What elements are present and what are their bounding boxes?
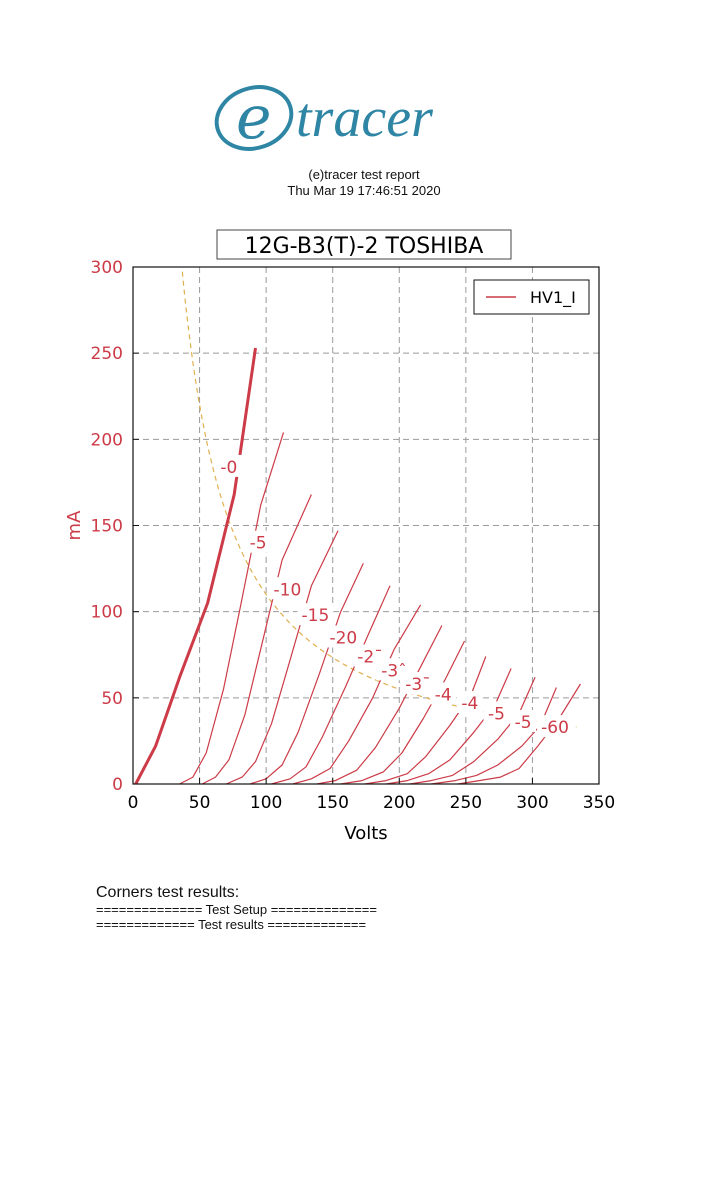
curve-label: -4 [435, 685, 452, 705]
y-tick-label: 150 [91, 517, 123, 537]
curve-label: -4 [461, 694, 478, 714]
series-line-bias-minus0 [134, 347, 257, 785]
y-axis-label: mA [64, 510, 85, 541]
series-line-bias-minus5 [179, 432, 285, 785]
x-tick-label: 100 [250, 793, 282, 813]
curve-label: -0 [220, 458, 237, 478]
x-axis-label: Volts [344, 823, 387, 844]
test-setup-line: ============== Test Setup ============== [96, 902, 377, 917]
curve-label-bg [399, 672, 436, 695]
report-title: (e)tracer test report [308, 167, 420, 182]
curve-label: -60 [541, 718, 569, 738]
curve-label-bg [269, 577, 306, 600]
series-line-bias-minus40 [340, 640, 466, 785]
results-title: Corners test results: [96, 884, 240, 901]
x-tick-label: 0 [128, 793, 139, 813]
x-tick-label: 150 [316, 793, 348, 813]
report-date: Thu Mar 19 17:46:51 2020 [287, 183, 441, 198]
curve-label-bg [215, 454, 242, 477]
curve-label-bg [456, 691, 483, 714]
series-line-bias-minus30 [292, 604, 422, 785]
logo-letter-e: e [236, 83, 272, 153]
series-line-bias-minus10 [201, 494, 312, 785]
y-tick-label: 0 [112, 775, 123, 795]
curve-label: -20 [329, 629, 357, 649]
curve-labels: -0-5-10-15-20-2¯-3ˆ-3¯-4 -4-5 -5 -60 [215, 454, 574, 738]
series-line-bias-minus25 [271, 585, 391, 785]
y-tick-label: 300 [91, 258, 123, 278]
y-tick-label: 200 [91, 430, 123, 450]
curve-label-bg [537, 715, 574, 738]
x-tick-label: 200 [383, 793, 415, 813]
logo-ellipse [214, 85, 294, 151]
curve-label: -5 [515, 713, 532, 733]
chart-title-box [216, 229, 512, 260]
chart-title: 12G-B3(T)-2 TOSHIBA [245, 234, 484, 259]
x-tick-label: 50 [189, 793, 211, 813]
y-tick-label: 100 [91, 603, 123, 623]
x-tick-label: 300 [516, 793, 548, 813]
curve-label: -15 [302, 606, 330, 626]
plate-curve-chart: 12G-B3(T)-2 TOSHIBA -0-5-10-15-20-2¯-3ˆ-… [64, 229, 616, 844]
curve-label-bg [245, 530, 272, 553]
x-tick-label: 350 [583, 793, 615, 813]
grid [133, 267, 599, 784]
etracer-logo: e tracer [214, 83, 433, 153]
curve-label-bg [325, 625, 362, 648]
logo-text: tracer [296, 87, 433, 149]
test-results-line: ============= Test results ============= [96, 917, 367, 932]
legend-label: HV1_I [530, 288, 576, 308]
series-line-bias-minus15 [225, 530, 339, 785]
series-line-bias-minus20 [250, 563, 364, 785]
curve-label-bg [510, 709, 537, 732]
curve-label-bg [430, 682, 457, 705]
curve-label: -5 [250, 534, 267, 554]
curve-label: -5 [488, 704, 505, 724]
axis-ticks: 0 50 100 150 200 250 300 350 0 50 100 150 200 250 300 [91, 258, 616, 813]
curve-label-bg [483, 701, 510, 724]
test-results-section: Corners test results: ============== Tes… [96, 884, 377, 932]
y-tick-label: 250 [91, 344, 123, 364]
curve-label-bg [297, 603, 334, 626]
x-tick-label: 250 [450, 793, 482, 813]
series-line-bias-minus35 [316, 625, 443, 785]
curve-label: -3¯ [405, 675, 430, 695]
curve-label: -10 [274, 580, 302, 600]
y-tick-label: 50 [101, 689, 123, 709]
legend: HV1_I [473, 279, 590, 315]
